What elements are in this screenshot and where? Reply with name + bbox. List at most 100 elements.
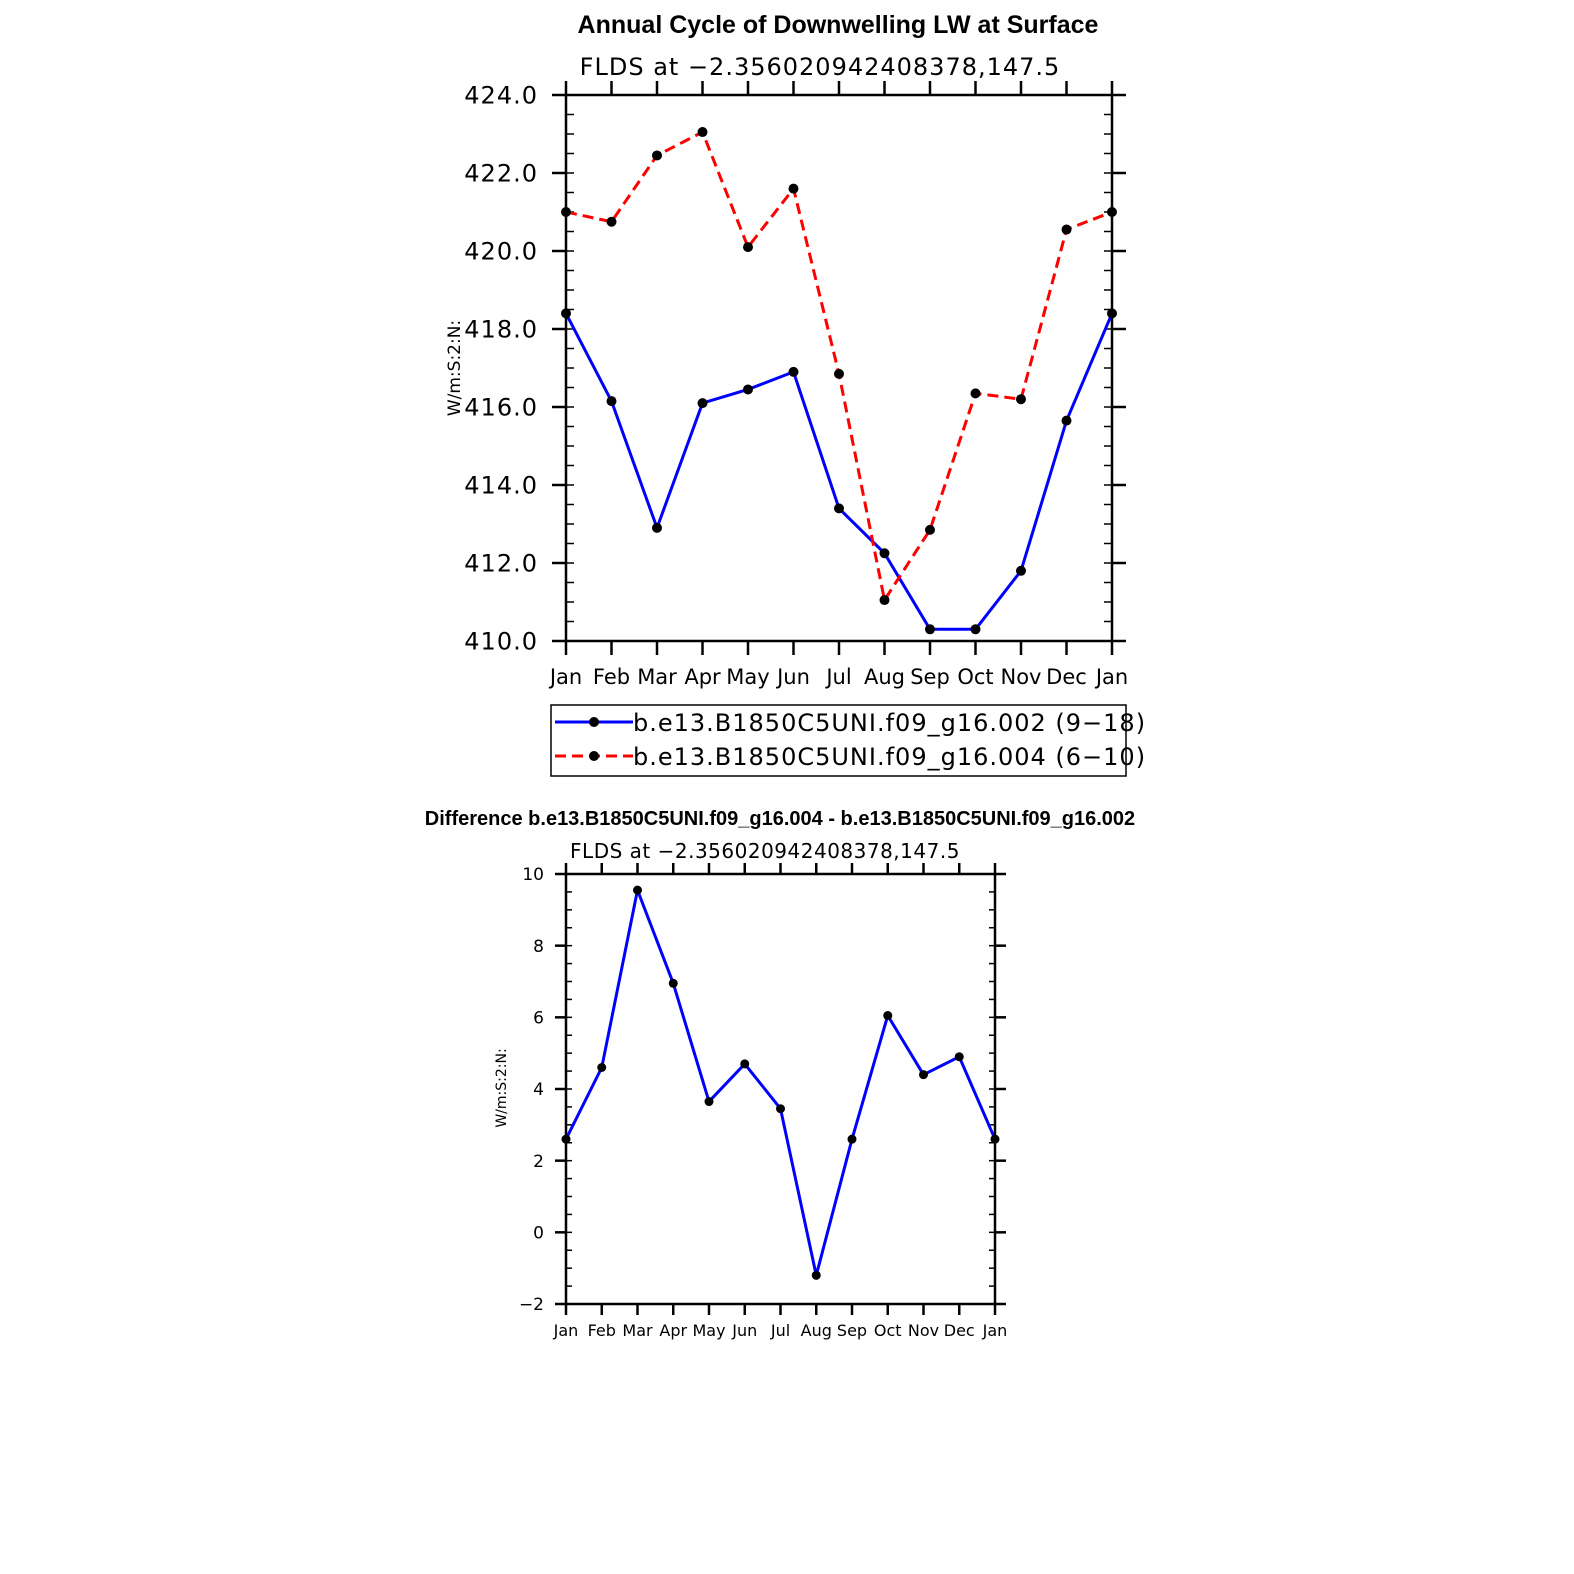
axis-ticks bbox=[552, 81, 1126, 655]
x-tick-label: Aug bbox=[864, 665, 905, 689]
y-tick-labels: −2 0 2 4 6 8 10 bbox=[519, 865, 544, 1315]
data-point-series-2 bbox=[652, 150, 662, 161]
data-point-series-1 bbox=[834, 503, 844, 514]
y-tick-label: 418.0 bbox=[464, 316, 538, 344]
x-tick-label: Dec bbox=[944, 1321, 975, 1340]
data-point-series-1 bbox=[879, 548, 890, 559]
y-tick-label: 2 bbox=[533, 1152, 544, 1172]
data-point-series-1 bbox=[606, 396, 617, 407]
chart-subtitle: FLDS at −2.356020942408378,147.5 bbox=[570, 839, 960, 863]
y-axis-label: W/m:S:2:N: bbox=[494, 1048, 510, 1127]
x-tick-labels: Jan Feb Mar Apr May Jun Jul Aug Sep Oct Nov Dec Jan bbox=[548, 665, 1128, 689]
data-point-series-1 bbox=[697, 398, 708, 409]
data-point-series-2 bbox=[834, 368, 844, 379]
y-tick-label: 410.0 bbox=[464, 628, 538, 656]
series-line-2 bbox=[565, 130, 1113, 602]
x-tick-label: Jul bbox=[770, 1321, 790, 1340]
data-point-series-2 bbox=[697, 127, 708, 138]
legend-label-series-1: b.e13.B1850C5UNI.f09_g16.002 (9−18) bbox=[633, 709, 1146, 737]
y-tick-label: 4 bbox=[533, 1080, 544, 1100]
x-tick-label: Jun bbox=[731, 1321, 757, 1340]
x-tick-label: Apr bbox=[659, 1321, 687, 1340]
x-tick-label: Jun bbox=[775, 665, 810, 689]
data-point-series-2 bbox=[606, 216, 617, 227]
chart-subtitle: FLDS at −2.356020942408378,147.5 bbox=[580, 53, 1061, 81]
data-point-series-2 bbox=[970, 388, 981, 399]
y-tick-label: 0 bbox=[533, 1223, 544, 1243]
x-tick-label: Aug bbox=[801, 1321, 832, 1340]
data-point-series-1 bbox=[954, 1052, 964, 1062]
x-tick-label: Jan bbox=[548, 665, 582, 689]
data-point-series-1 bbox=[743, 384, 753, 395]
y-tick-label: 416.0 bbox=[464, 394, 538, 422]
legend-label-series-2: b.e13.B1850C5UNI.f09_g16.004 (6−10) bbox=[633, 743, 1146, 771]
x-tick-label: Apr bbox=[684, 665, 721, 689]
series-layer bbox=[561, 127, 1117, 635]
legend-box bbox=[550, 704, 1127, 777]
data-point-series-1 bbox=[740, 1059, 750, 1069]
legend: b.e13.B1850C5UNI.f09_g16.002 (9−18) b.e1… bbox=[550, 704, 1146, 777]
x-tick-label: Mar bbox=[637, 665, 677, 689]
y-tick-label: 422.0 bbox=[464, 160, 538, 188]
y-tick-labels: 410.0 412.0 414.0 416.0 418.0 420.0 422.0 424.0 bbox=[464, 82, 538, 656]
data-point-series-1 bbox=[925, 624, 935, 635]
y-tick-label: 414.0 bbox=[464, 472, 538, 500]
data-point-series-1 bbox=[883, 1011, 893, 1021]
data-point-series-2 bbox=[743, 242, 753, 253]
data-point-series-2 bbox=[925, 524, 935, 535]
chart-title: Difference b.e13.B1850C5UNI.f09_g16.004 … bbox=[425, 808, 1135, 830]
data-point-series-1 bbox=[1016, 565, 1026, 576]
plot-frame bbox=[564, 93, 1114, 643]
x-tick-label: May bbox=[726, 665, 769, 689]
x-tick-label: Feb bbox=[593, 665, 630, 689]
difference-chart: Difference b.e13.B1850C5UNI.f09_g16.004 … bbox=[425, 808, 1135, 1340]
legend-marker-series-2 bbox=[589, 751, 599, 761]
data-point-series-1 bbox=[633, 885, 642, 895]
data-point-series-1 bbox=[1061, 415, 1072, 426]
data-point-series-1 bbox=[847, 1134, 857, 1144]
data-point-series-1 bbox=[652, 522, 662, 533]
y-tick-label: 424.0 bbox=[464, 82, 538, 110]
data-point-series-1 bbox=[788, 366, 799, 377]
data-point-series-1 bbox=[919, 1070, 928, 1080]
y-tick-label: 412.0 bbox=[464, 550, 538, 578]
data-point-series-1 bbox=[597, 1063, 607, 1072]
x-tick-label: Mar bbox=[622, 1321, 653, 1340]
y-tick-label: 8 bbox=[533, 937, 544, 957]
axis-ticks bbox=[555, 863, 1006, 1315]
x-tick-label: Sep bbox=[910, 665, 950, 689]
y-tick-label: 6 bbox=[533, 1008, 544, 1028]
x-tick-label: Jul bbox=[824, 665, 851, 689]
x-tick-label: Jan bbox=[1094, 665, 1128, 689]
y-tick-label: −2 bbox=[519, 1295, 544, 1315]
legend-marker-series-1 bbox=[589, 717, 599, 727]
data-point-series-1 bbox=[668, 978, 678, 988]
x-tick-label: Jan bbox=[553, 1321, 579, 1340]
x-tick-label: Nov bbox=[1001, 665, 1042, 689]
data-point-series-2 bbox=[788, 183, 799, 194]
data-point-series-1 bbox=[776, 1104, 785, 1114]
chart-title: Annual Cycle of Downwelling LW at Surfac… bbox=[578, 11, 1099, 39]
data-point-series-2 bbox=[1016, 394, 1026, 405]
x-tick-label: Oct bbox=[957, 665, 993, 689]
x-tick-label: Feb bbox=[588, 1321, 616, 1340]
x-tick-label: Sep bbox=[837, 1321, 867, 1340]
y-axis-label: W/m:S:2:N: bbox=[445, 320, 465, 416]
plot-frame bbox=[564, 872, 997, 1306]
annual-cycle-chart: Annual Cycle of Downwelling LW at Surfac… bbox=[445, 11, 1146, 777]
y-tick-label: 10 bbox=[522, 865, 544, 885]
x-tick-label: Jan bbox=[982, 1321, 1008, 1340]
x-tick-label: Dec bbox=[1046, 665, 1087, 689]
data-point-series-1 bbox=[811, 1270, 821, 1280]
data-point-series-2 bbox=[879, 595, 890, 606]
series-line-1 bbox=[564, 888, 997, 1277]
x-tick-label: May bbox=[692, 1321, 725, 1340]
x-tick-label: Oct bbox=[874, 1321, 902, 1340]
x-tick-label: Nov bbox=[908, 1321, 939, 1340]
y-tick-label: 420.0 bbox=[464, 238, 538, 266]
series-layer bbox=[561, 885, 1000, 1280]
data-point-series-1 bbox=[970, 624, 981, 635]
x-tick-labels: Jan Feb Mar Apr May Jun Jul Aug Sep Oct Nov Dec Jan bbox=[553, 1321, 1008, 1340]
data-point-series-2 bbox=[1061, 224, 1072, 235]
